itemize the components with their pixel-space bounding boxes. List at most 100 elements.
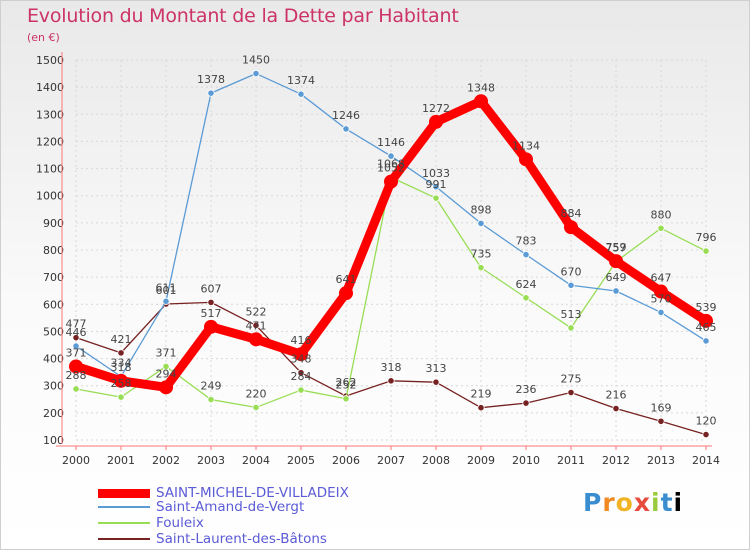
data-point [252,321,260,330]
proxiti-logo: Proxiti [583,488,684,517]
data-label: 446 [66,326,87,339]
data-label: 258 [111,377,132,390]
data-point [564,220,578,235]
data-label: 1052 [377,162,405,175]
legend-label: SAINT-MICHEL-DE-VILLADEIX [156,485,349,501]
data-label: 649 [606,271,627,284]
y-tick-label: 1500 [36,54,64,67]
legend-label: Saint-Laurent-des-Bâtons [156,531,327,547]
data-label: 1033 [422,167,450,180]
data-point [519,152,533,167]
chart-title: Evolution du Montant de la Dette par Hab… [27,5,459,27]
y-tick-label: 500 [43,325,64,338]
x-tick-label: 2006 [332,454,360,467]
x-tick-label: 2001 [107,454,135,467]
data-label: 735 [471,248,492,261]
data-point [297,386,305,394]
data-point [612,287,620,295]
x-tick-label: 2008 [422,454,450,467]
data-point [432,378,440,386]
data-point [522,251,530,259]
x-tick-label: 2012 [602,454,630,467]
data-label: 120 [696,415,717,428]
data-point [72,342,80,350]
data-point [477,404,485,412]
data-label: 288 [66,369,87,382]
legend-swatch [98,538,150,540]
data-point [294,347,308,362]
x-tick-label: 2011 [557,454,585,467]
y-tick-label: 400 [43,353,64,366]
data-point [204,319,218,334]
legend-item: Saint-Amand-de-Vergt [98,499,304,515]
data-label: 249 [201,380,222,393]
data-label: 275 [561,373,582,386]
data-label: 513 [561,308,582,321]
data-label: 465 [696,321,717,334]
y-tick-label: 800 [43,244,64,257]
y-tick-label: 300 [43,380,64,393]
x-tick-label: 2002 [152,454,180,467]
x-tick-label: 2009 [467,454,495,467]
data-point [567,388,575,397]
data-label: 539 [696,301,717,314]
data-label: 601 [156,284,177,297]
data-point [432,183,440,191]
data-point [384,174,398,189]
data-label: 252 [336,379,357,392]
data-point [477,264,485,272]
data-label: 611 [156,281,177,294]
data-point [429,114,443,129]
data-label: 759 [606,241,627,254]
data-label: 898 [471,203,492,216]
x-tick-label: 2013 [647,454,675,467]
data-point [699,313,713,328]
data-point [657,224,665,232]
y-tick-label: 1300 [36,108,64,121]
data-point [72,385,80,393]
x-tick-label: 2000 [62,454,90,467]
data-point [207,395,215,404]
data-label: 624 [516,278,537,291]
data-point [72,334,80,342]
data-point [387,377,395,385]
data-label: 1146 [377,136,405,149]
data-point [432,194,440,202]
data-point [207,89,215,97]
data-label: 216 [606,389,627,402]
chart-subtitle: (en €) [27,31,60,44]
y-tick-label: 900 [43,217,64,230]
data-point [117,349,125,357]
data-point [339,286,353,301]
data-point [297,90,305,98]
x-tick-label: 2003 [197,454,225,467]
data-label: 220 [246,387,267,400]
data-point [474,94,488,109]
data-point [162,362,170,371]
data-label: 1246 [332,109,360,122]
legend-swatch [98,522,150,524]
y-tick-label: 100 [43,434,64,447]
data-point [612,404,620,413]
y-tick-label: 200 [43,407,64,420]
data-point [252,69,260,78]
legend-item: SAINT-MICHEL-DE-VILLADEIX [98,485,349,501]
data-point [609,254,623,269]
data-point [207,298,215,306]
data-label: 1272 [422,102,450,115]
data-label: 219 [471,388,492,401]
data-label: 421 [111,333,132,346]
data-point [114,373,128,388]
y-tick-label: 700 [43,271,64,284]
data-point [702,247,710,255]
data-point [387,152,395,160]
data-point [342,395,350,403]
data-label: 880 [651,208,672,221]
legend-swatch [98,506,150,508]
y-tick-label: 1400 [36,81,64,94]
legend-item: Saint-Laurent-des-Bâtons [98,531,327,547]
data-point [159,380,173,395]
data-label: 670 [561,265,582,278]
data-label: 236 [516,383,537,396]
data-label: 318 [111,361,132,374]
